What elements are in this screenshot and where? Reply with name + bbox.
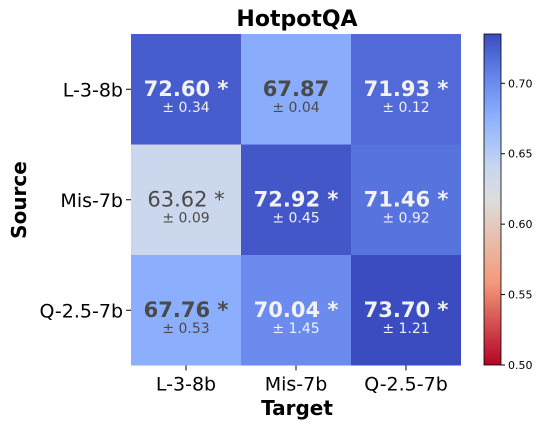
heatmap-cell (241, 34, 351, 145)
heatmap-cell (131, 255, 241, 366)
heatmap-cell (241, 144, 351, 255)
cell-std-label: ± 0.09 (162, 211, 209, 227)
cell-std-label: ± 0.34 (162, 100, 209, 116)
cell-value-label: 70.04 * (254, 298, 339, 322)
heatmap-cell (241, 255, 351, 366)
cell-std-label: ± 0.53 (162, 321, 209, 337)
y-tick-label: L-3-8b (63, 79, 123, 101)
colorbar: 0.50 0.55 0.60 0.65 0.70 (483, 33, 533, 372)
cell-std-label: ± 0.04 (272, 100, 319, 116)
cell-std-label: ± 0.45 (272, 211, 319, 227)
colorbar-gradient (483, 33, 502, 366)
cell-std-label: ± 1.45 (272, 321, 319, 337)
cell-std-label: ± 0.92 (382, 211, 429, 227)
x-tick-label: L-3-8b (156, 374, 216, 396)
heatmap-cell (351, 255, 461, 366)
cell-value-label: 72.60 * (144, 77, 229, 101)
heatmap-cells: 72.60 *± 0.34 67.87± 0.04 71.93 *± 0.12 63.… (131, 34, 461, 366)
colorbar-ticks: 0.50 0.55 0.60 0.65 0.70 (501, 77, 533, 372)
cell-value-label: 67.76 * (144, 298, 229, 322)
cell-value-label: 71.46 * (364, 188, 449, 212)
x-axis-label: Target (261, 396, 333, 420)
colorbar-tick-label: 0.55 (508, 289, 533, 302)
cell-value-label: 73.70 * (364, 298, 449, 322)
colorbar-tick-label: 0.50 (508, 359, 533, 372)
y-tick-label: Q-2.5-7b (39, 300, 123, 322)
colorbar-tick-label: 0.65 (508, 148, 533, 161)
heatmap-cell (131, 34, 241, 145)
cell-std-label: ± 1.21 (382, 321, 429, 337)
x-tick-label: Mis-7b (265, 374, 328, 396)
heatmap-cell (351, 34, 461, 145)
heatmap-cell (131, 144, 241, 255)
colorbar-tick-label: 0.60 (508, 218, 533, 231)
y-tick-label: Mis-7b (60, 190, 123, 212)
y-tick-labels: L-3-8b Mis-7b Q-2.5-7b (39, 79, 131, 322)
colorbar-tick-label: 0.70 (508, 77, 533, 90)
x-tick-labels: L-3-8b Mis-7b Q-2.5-7b (156, 365, 448, 396)
cell-std-label: ± 0.12 (382, 100, 429, 116)
x-tick-label: Q-2.5-7b (364, 374, 448, 396)
cell-value-label: 63.62 * (147, 188, 224, 212)
heatmap-cell (351, 144, 461, 255)
cell-value-label: 71.93 * (364, 77, 449, 101)
chart-title: HotpotQA (236, 7, 357, 32)
cell-value-label: 67.87 (263, 77, 329, 101)
cell-value-label: 72.92 * (254, 188, 339, 212)
y-axis-label: Source (7, 161, 31, 239)
